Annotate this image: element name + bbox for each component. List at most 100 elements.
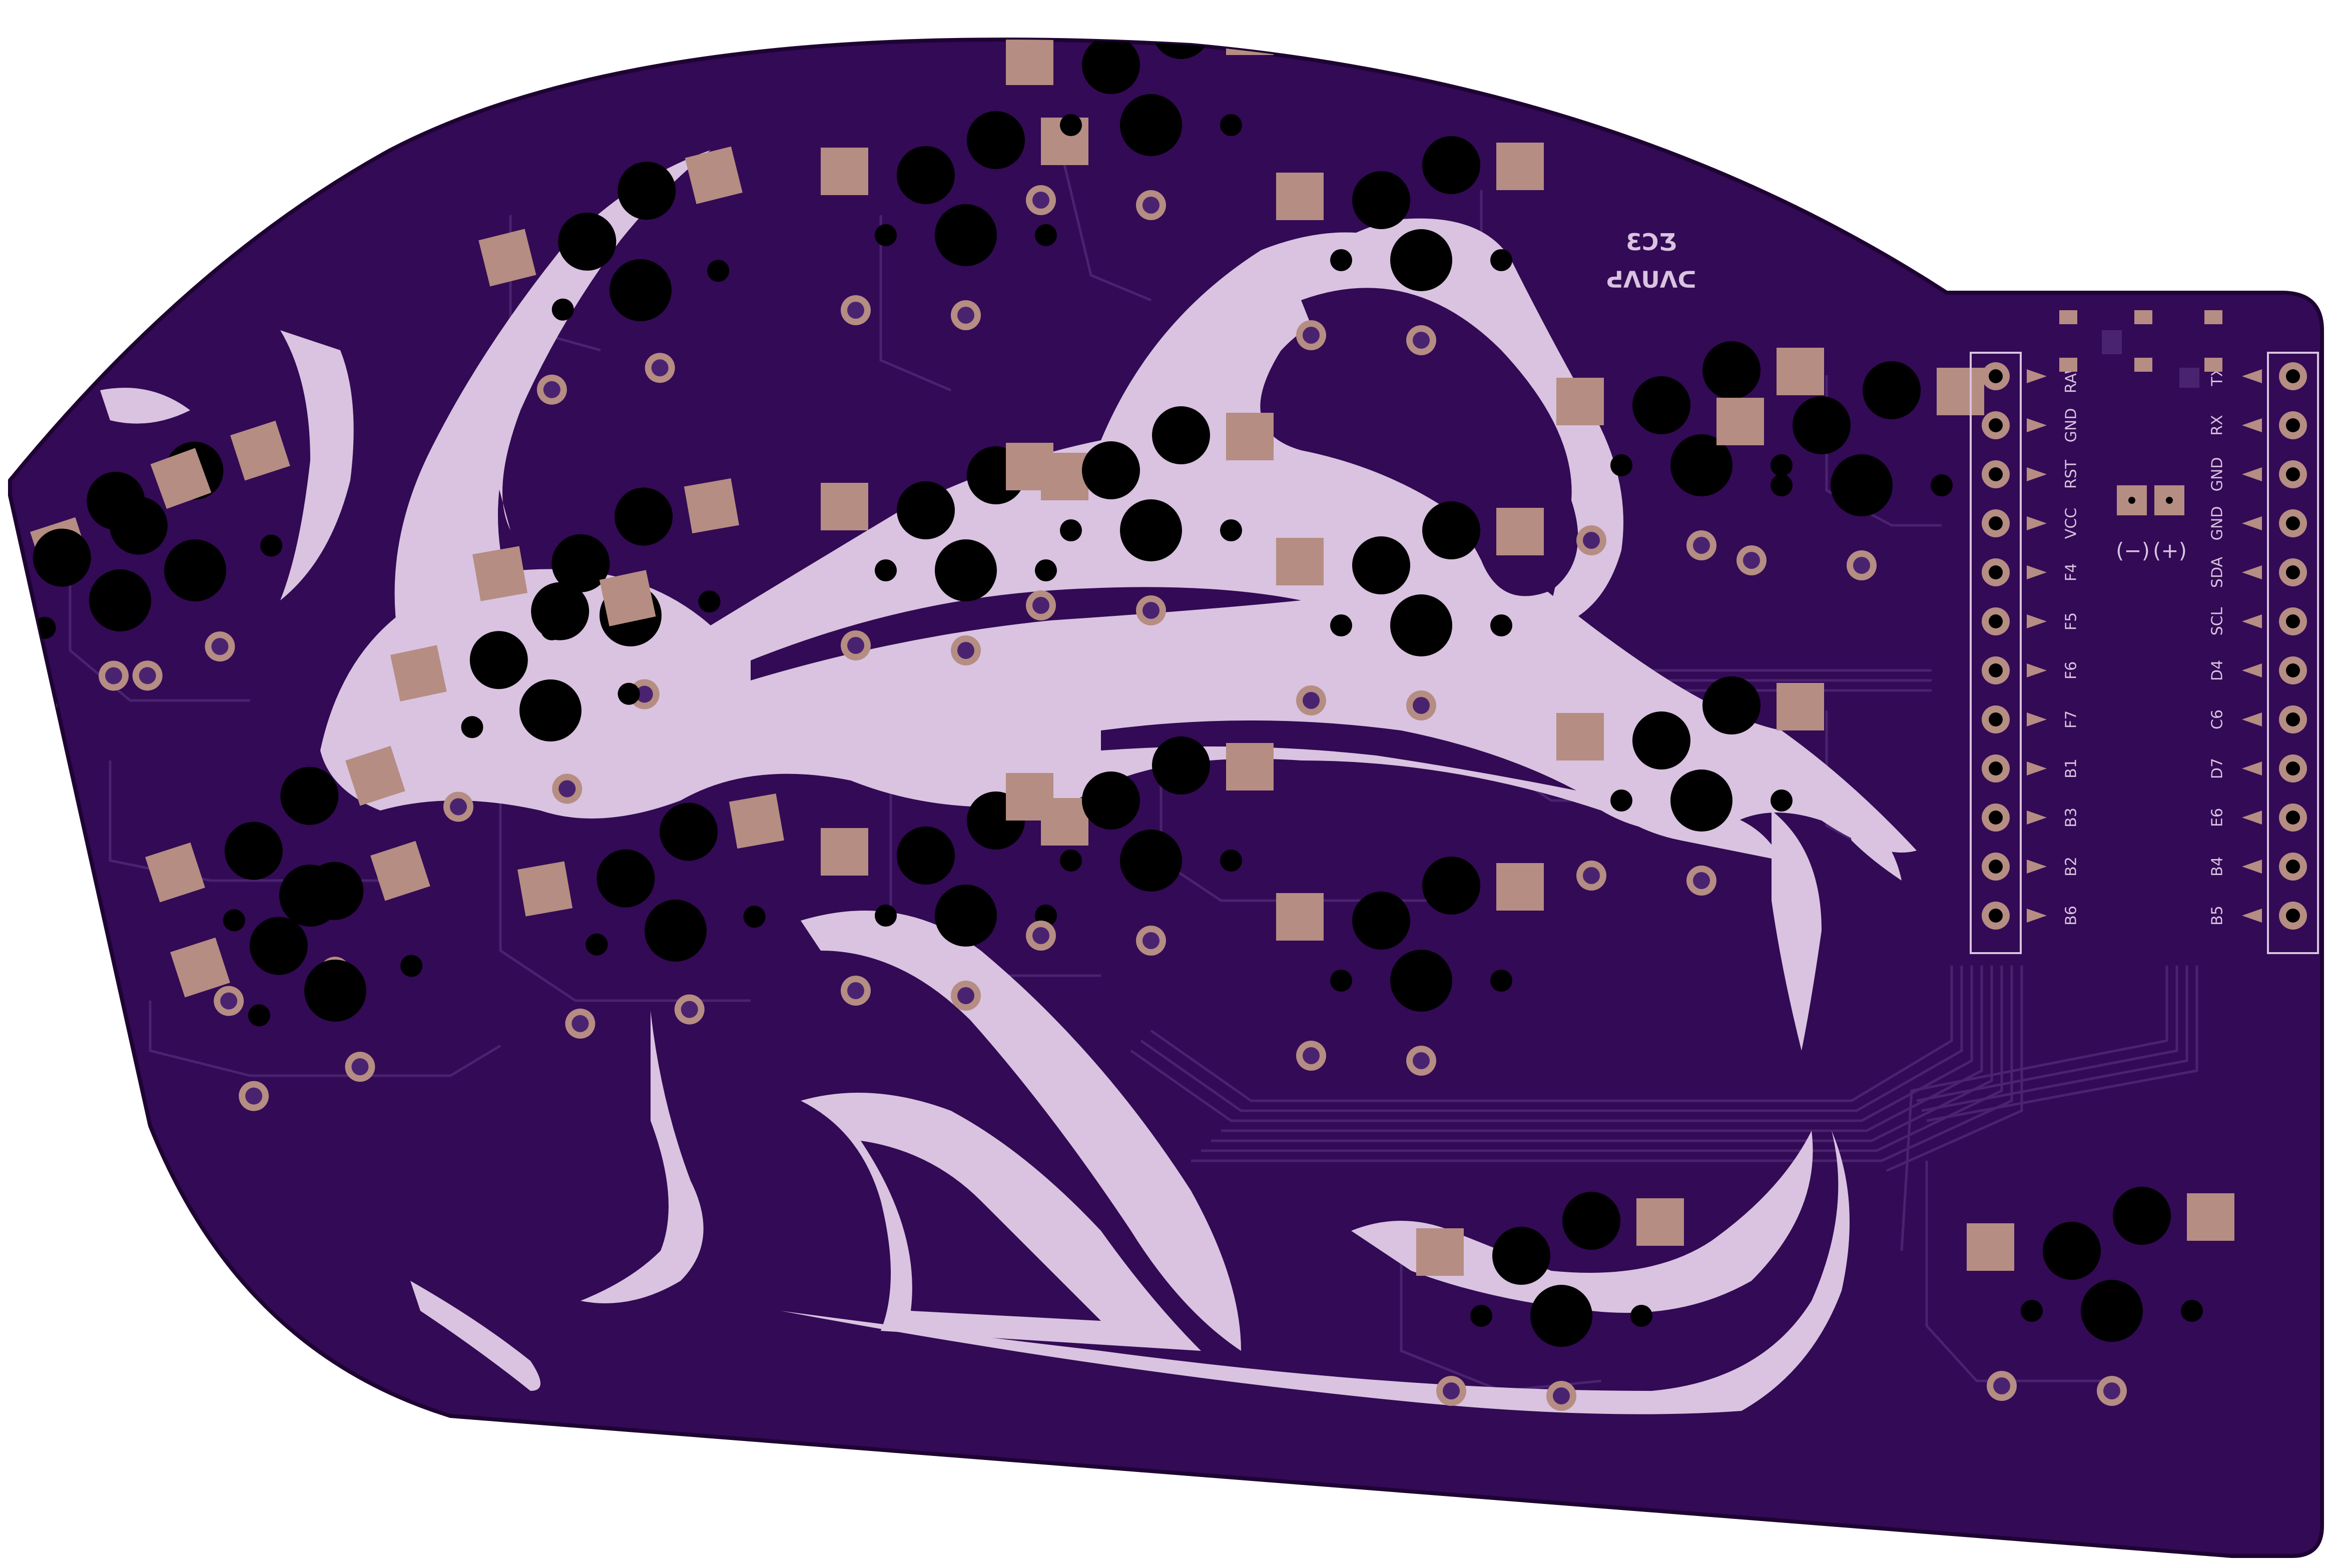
diode-via-center [1032, 597, 1049, 614]
diode-via-center [1583, 532, 1600, 549]
switch-pin-hole [280, 766, 339, 825]
header-pin-hole [2286, 516, 2300, 530]
dragon-horn-right [1772, 811, 1822, 1051]
switch-peg-hole [1490, 249, 1512, 271]
switch-smd-pad [821, 148, 868, 195]
left-pin-label: F6 [2063, 661, 2080, 679]
switch-center-hole [2081, 1280, 2143, 1342]
header-pad [2242, 369, 2262, 383]
switch-peg-hole [586, 933, 608, 956]
right-header-outline [2267, 352, 2319, 954]
switch-smd-pad [1496, 143, 1544, 190]
diode-via-center [558, 780, 576, 798]
diode-via-center [449, 798, 467, 816]
switch-pin-hole [305, 862, 364, 920]
switch-smd-pad [1276, 893, 1324, 941]
switch-peg-hole [2021, 1300, 2043, 1322]
switch-pin-hole [618, 162, 676, 220]
switch-peg-hole [184, 562, 207, 584]
switch-smd-pad [1636, 1198, 1684, 1246]
right-pin-label: D7 [2209, 758, 2226, 779]
header-pin-hole [2286, 712, 2300, 726]
switch-peg-hole [1330, 249, 1352, 271]
switch-peg-hole [875, 905, 897, 927]
diode-via-center [1693, 537, 1710, 554]
header-pin-hole [2286, 614, 2300, 628]
header-pin-hole [1989, 811, 2003, 825]
battery-minus-label: (−) [2116, 538, 2150, 563]
switch-pin-hole [1562, 1192, 1620, 1250]
header-pad [2027, 860, 2047, 874]
diode-via-center [1743, 552, 1760, 569]
switch-smd-pad [230, 420, 290, 481]
dragon-wing-left-2 [100, 388, 190, 424]
key-switch-footprints [10, 40, 2234, 1411]
dragon-head [480, 270, 580, 530]
switch-peg-hole [1771, 474, 1793, 496]
switch-peg-hole [1470, 1305, 1492, 1327]
switch-pin-hole [1152, 406, 1210, 464]
key-switch [821, 792, 1088, 1011]
header-pin-hole [1989, 565, 2003, 579]
switch-pin-hole [660, 803, 718, 861]
key-switch [170, 841, 430, 1111]
switch-center-hole [1120, 830, 1182, 892]
left-pin-label: RST [2063, 459, 2080, 489]
smd-pads [2059, 310, 2222, 388]
switch-smd-pad [517, 861, 573, 917]
switch-peg-hole [743, 906, 766, 928]
diode-via-center [1303, 1047, 1320, 1064]
dragon-mid-rib-2 [1101, 720, 1576, 791]
switch-smd-pad [821, 828, 868, 876]
switch-smd-pad [1276, 538, 1324, 585]
diode-via-center [1303, 692, 1320, 709]
right-pin-label: B5 [2209, 906, 2226, 926]
switch-smd-pad [150, 448, 212, 509]
diode-via-center [139, 667, 156, 684]
switch-pin-hole [249, 917, 308, 975]
switch-peg-hole [400, 955, 423, 977]
switch-smd-pad [370, 841, 430, 901]
switch-pin-hole [1422, 136, 1480, 194]
left-pin-label: F7 [2063, 710, 2080, 728]
switch-peg-hole [461, 716, 483, 738]
switch-pin-hole [1702, 676, 1761, 734]
header-pad [2027, 663, 2047, 677]
diode-via-center [957, 987, 974, 1004]
logo-glyph: ƐƆƷ [1626, 229, 1676, 256]
dragon-neck [394, 150, 711, 650]
switch-smd-pad [1496, 508, 1544, 555]
key-switch [478, 146, 743, 405]
switch-pin-hole [1632, 711, 1690, 769]
header-pin-hole [2286, 860, 2300, 874]
switch-peg-hole [1931, 474, 1953, 496]
switch-peg-hole [1035, 224, 1057, 246]
switch-peg-hole [1330, 614, 1352, 636]
diode-via-center [651, 359, 669, 377]
left-pin-label: F5 [2063, 612, 2080, 630]
switch-pin-hole [897, 827, 955, 885]
switch-smd-pad [1006, 773, 1053, 821]
switch-peg-hole [1060, 519, 1082, 541]
diode-via-center [105, 667, 123, 684]
switch-pin-hole [1863, 361, 1921, 419]
right-header-pins [2242, 362, 2307, 930]
right-pin-label: GND [2209, 457, 2226, 492]
switch-center-hole [1120, 499, 1182, 561]
switch-peg-hole [1771, 454, 1793, 476]
diode-via-center [351, 1058, 369, 1076]
switch-smd-pad [1716, 398, 1764, 445]
switch-peg-hole [1610, 790, 1632, 812]
header-pad [2027, 811, 2047, 825]
dragon-branch-left-2 [410, 1281, 540, 1391]
switch-peg-hole [1490, 614, 1512, 636]
header-pin-hole [2286, 565, 2300, 579]
diode-via-center [847, 637, 864, 654]
battery-pads: (−) (+) [2116, 485, 2187, 563]
switch-pin-hole [1082, 771, 1140, 830]
header-pad [2242, 663, 2262, 677]
diode-via-center [1142, 197, 1159, 214]
header-pin-hole [1989, 369, 2003, 383]
